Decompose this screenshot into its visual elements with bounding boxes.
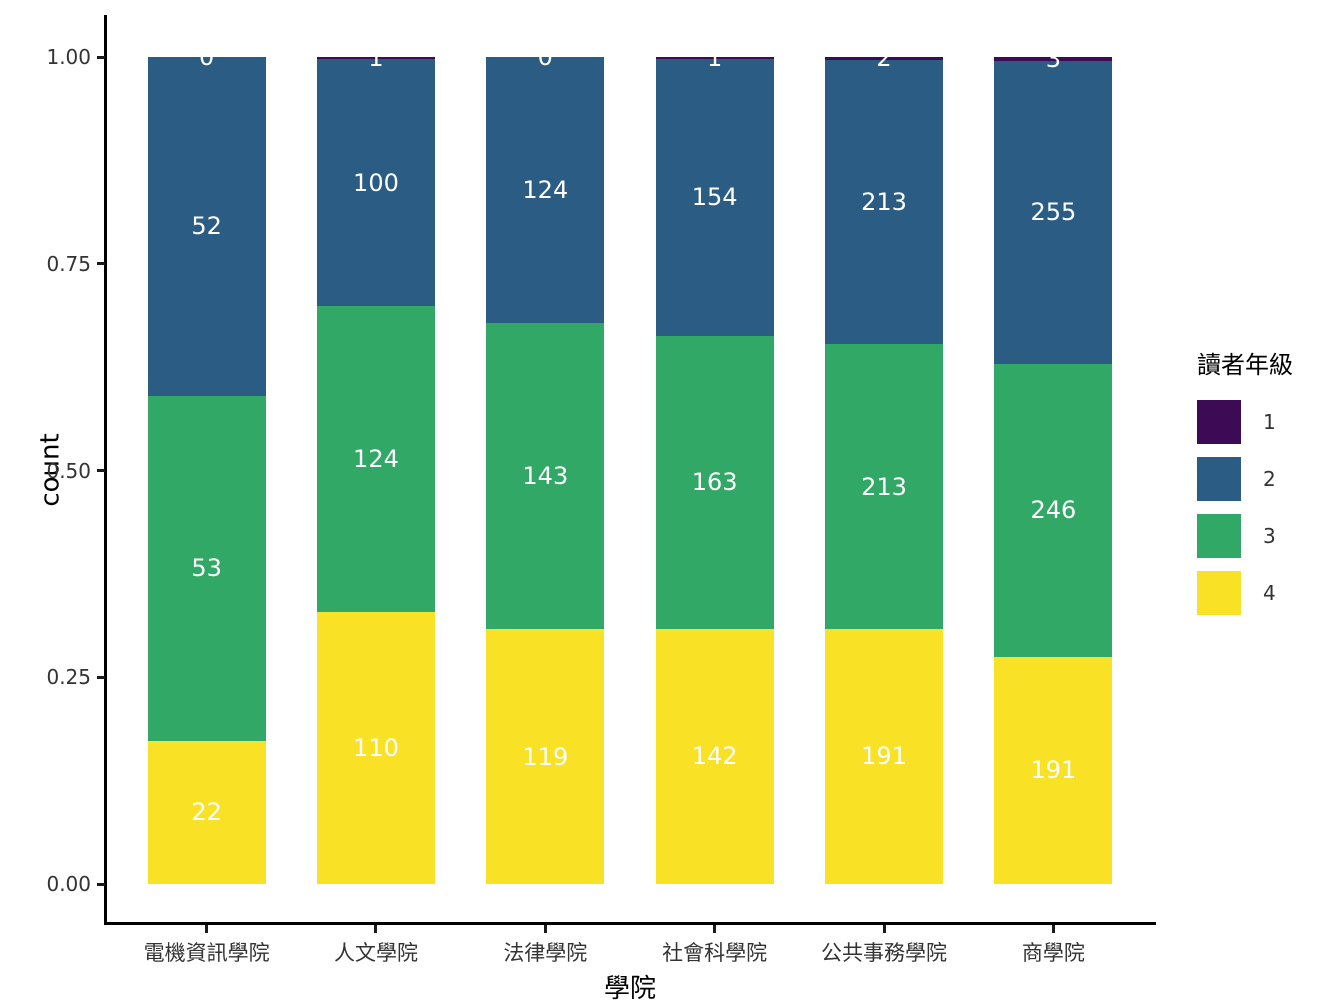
bar-segment-grade-2 [147, 57, 266, 396]
bar-segment-value-label: 2 [876, 44, 892, 73]
legend-item-grade-3: 3 [1197, 514, 1293, 558]
bar-segment-grade-4 [655, 628, 774, 884]
bar-segment-grade-1 [825, 57, 944, 60]
x-tick-label-5: 公共事務學院 [821, 941, 948, 965]
bar-segment-grade-4 [486, 629, 605, 884]
bar-segment-grade-1 [316, 57, 435, 60]
bar-segment-grade-4 [994, 656, 1113, 884]
bar-segment-grade-4 [316, 612, 435, 884]
legend-swatch-grade-3 [1197, 514, 1241, 558]
legend-label: 4 [1263, 581, 1276, 605]
legend-item-grade-4: 4 [1197, 571, 1293, 615]
bar-segment-value-label: 0 [198, 43, 215, 71]
bar-segment-value-label: 124 [353, 445, 399, 474]
bar-segment-value-label: 124 [522, 175, 569, 204]
bar-segment-grade-2 [655, 58, 774, 336]
legend-items: 1 2 3 4 [1197, 400, 1293, 628]
x-tick-mark [374, 925, 378, 933]
bar-segment-value-label: 154 [691, 183, 738, 212]
legend-swatch-grade-4 [1197, 571, 1241, 615]
x-tick-mark [713, 925, 717, 933]
bar-segment-grade-3 [316, 306, 435, 613]
x-tick-mark [882, 925, 886, 933]
bar-segment-value-label: 1 [368, 44, 384, 73]
y-tick-mark [97, 55, 105, 59]
bar-segment-value-label: 246 [1030, 496, 1077, 525]
legend-label: 1 [1263, 410, 1276, 434]
bar-segment-grade-3 [655, 335, 774, 629]
y-tick-label: 0.50 [46, 458, 91, 483]
bar-segment-grade-2 [486, 57, 605, 323]
bar-segment-value-label: 213 [861, 187, 907, 216]
x-tick-mark [1051, 925, 1055, 933]
legend-label: 3 [1263, 524, 1276, 548]
legend-title: 讀者年級 [1197, 351, 1293, 379]
x-tick-label-1: 電機資訊學院 [143, 941, 270, 965]
legend: 讀者年級 1 2 3 4 [1197, 345, 1293, 628]
bar-segment-value-label: 1 [707, 43, 723, 72]
bar-segment-grade-2 [316, 59, 435, 307]
bar-segment-grade-3 [825, 344, 944, 629]
y-tick-label: 0.00 [46, 872, 91, 896]
bar-segment-grade-3 [486, 322, 605, 630]
x-tick-mark [543, 925, 547, 933]
bar-segment-grade-1 [994, 57, 1113, 61]
bar-segment-grade-1 [655, 57, 774, 59]
bar-segment-value-label: 143 [522, 461, 569, 490]
bar-segment-value-label: 119 [522, 742, 569, 771]
y-tick-mark [97, 882, 105, 886]
bar-segment-value-label: 22 [191, 798, 222, 827]
y-tick-mark [97, 469, 105, 472]
bar-segment-value-label: 110 [353, 734, 399, 763]
x-axis-title: 學院 [603, 974, 657, 1004]
bar-segment-value-label: 3 [1045, 44, 1062, 73]
bar-segment-value-label: 163 [691, 468, 738, 497]
legend-item-grade-2: 2 [1197, 457, 1293, 501]
x-axis-line [104, 922, 1156, 925]
legend-swatch-grade-1 [1197, 400, 1241, 444]
bar-segment-value-label: 100 [353, 168, 399, 197]
bar-segment-value-label: 52 [191, 212, 222, 241]
x-tick-label-3: 法律學院 [503, 941, 588, 965]
legend-swatch-grade-2 [1197, 457, 1241, 501]
bar-segment-grade-3 [147, 395, 266, 741]
x-tick-label-4: 社會科學院 [662, 941, 768, 965]
bar-segment-value-label: 255 [1030, 198, 1077, 227]
legend-item-grade-1: 1 [1197, 400, 1293, 444]
bar-segment-value-label: 213 [861, 472, 907, 501]
y-tick-label: 0.75 [46, 251, 91, 276]
x-tick-mark [205, 925, 209, 933]
legend-label: 2 [1263, 467, 1276, 491]
bar-segment-grade-2 [994, 60, 1113, 364]
y-tick-mark [97, 262, 105, 266]
y-axis-line [104, 15, 107, 925]
x-tick-label-6: 商學院 [1021, 941, 1085, 965]
bar-segment-value-label: 0 [537, 43, 553, 71]
y-tick-label: 0.25 [46, 665, 91, 690]
x-tick-label-2: 人文學院 [333, 941, 418, 965]
bar-segment-grade-4 [147, 740, 266, 884]
bar-segment-grade-4 [825, 628, 944, 884]
y-tick-mark [97, 675, 105, 679]
bar-segment-value-label: 191 [861, 742, 907, 771]
bar-segment-value-label: 191 [1030, 756, 1077, 785]
bar-segment-grade-2 [825, 59, 944, 345]
bar-segment-value-label: 142 [691, 742, 738, 771]
y-tick-label: 1.00 [46, 45, 91, 69]
bar-segment-value-label: 53 [191, 554, 222, 583]
bar-segment-grade-3 [994, 364, 1113, 657]
